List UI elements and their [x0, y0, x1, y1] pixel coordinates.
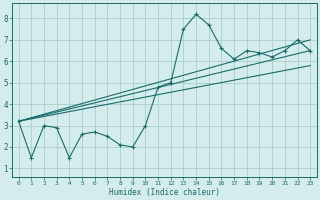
X-axis label: Humidex (Indice chaleur): Humidex (Indice chaleur) [109, 188, 220, 197]
